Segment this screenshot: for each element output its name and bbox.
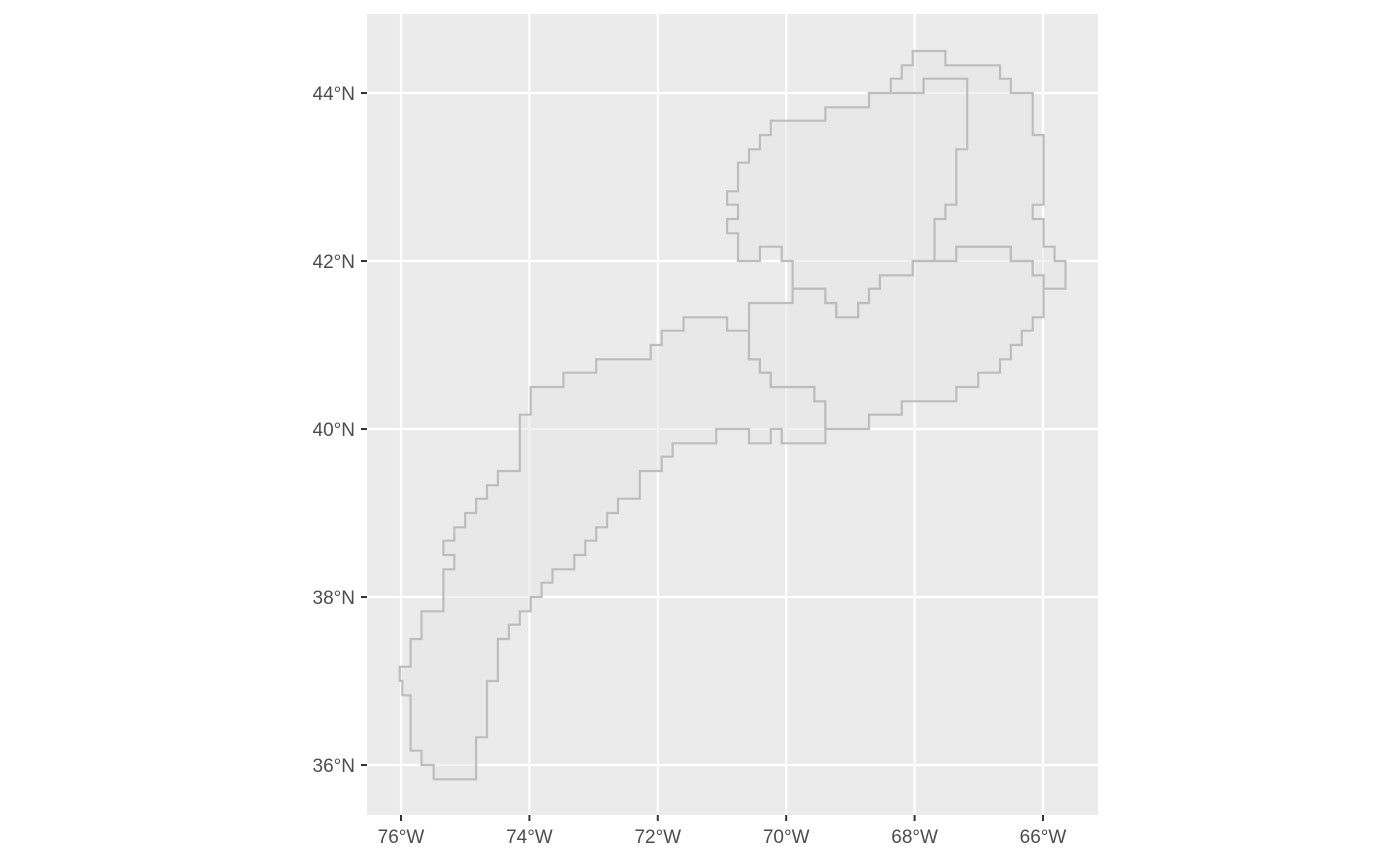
y-tick-label: 40°N [313, 420, 355, 441]
x-tick-label: 76°W [378, 827, 425, 848]
y-axis: 36°N 38°N 40°N 42°N 44°N [313, 84, 367, 777]
x-tick-label: 72°W [634, 827, 681, 848]
y-tick-label: 36°N [313, 756, 355, 777]
x-tick-label: 66°W [1020, 827, 1067, 848]
x-axis: 76°W 74°W 72°W 70°W 68°W 66°W [378, 815, 1067, 848]
x-tick-label: 70°W [763, 827, 810, 848]
polygon-inner-divider [890, 77, 969, 261]
x-tick-label: 68°W [891, 827, 938, 848]
polygon-layer [398, 49, 1067, 781]
y-tick-label: 44°N [313, 84, 355, 105]
x-tick-label: 74°W [506, 827, 553, 848]
polygon-northern-block [726, 49, 1067, 319]
y-tick-label: 42°N [313, 252, 355, 273]
y-tick-label: 38°N [313, 588, 355, 609]
